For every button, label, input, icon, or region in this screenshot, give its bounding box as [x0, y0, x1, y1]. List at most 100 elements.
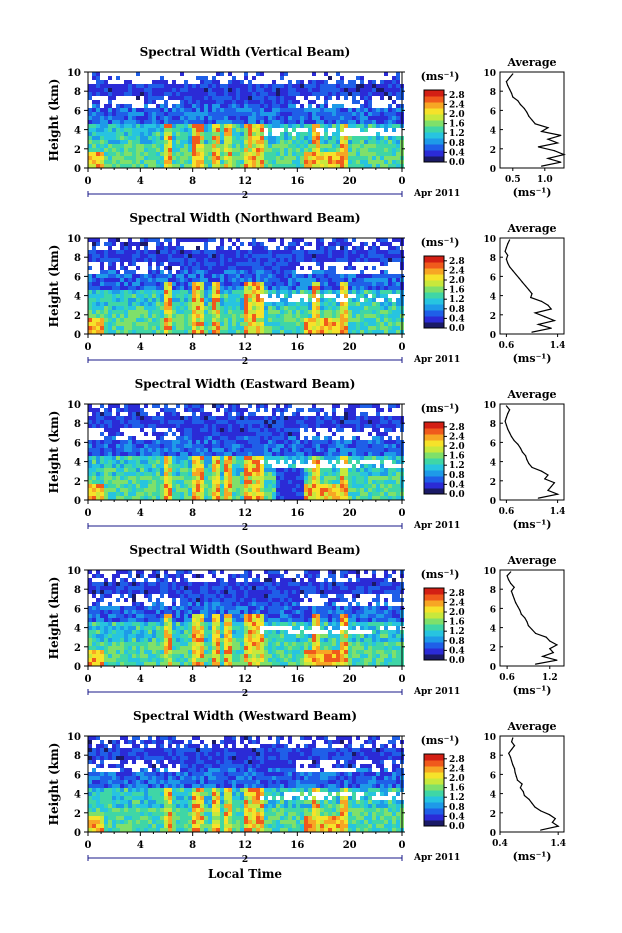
- average-profile-point: [507, 85, 508, 86]
- average-profile-point: [512, 270, 513, 271]
- y-tick-label: 10: [67, 234, 81, 245]
- colorbar-segment: [424, 256, 444, 263]
- colorbar: [424, 90, 444, 163]
- colorbar-tick-label: 1.2: [449, 627, 465, 637]
- colorbar-segment: [424, 120, 444, 127]
- y-tick-label: 10: [67, 400, 81, 411]
- colorbar-tick-label: 0.4: [449, 480, 465, 490]
- average-profile-point: [558, 826, 559, 827]
- average-profile-point: [520, 104, 521, 105]
- average-profile-point: [508, 753, 509, 754]
- average-profile-point: [551, 308, 552, 309]
- colorbar-tick-label: 0.4: [449, 812, 465, 822]
- x-tick-label: 0: [399, 342, 406, 353]
- colorbar-segment: [424, 796, 444, 803]
- average-profile-point: [551, 328, 552, 329]
- colorbar-tick-label: 2.0: [449, 110, 465, 120]
- x-tick-label: 16: [290, 674, 304, 685]
- y-tick-label: 8: [74, 87, 81, 98]
- average-profile-point: [528, 116, 529, 117]
- y-axis-label: Height (km): [47, 411, 61, 494]
- average-profile-point: [507, 575, 508, 576]
- y-tick-label: 0: [74, 496, 81, 507]
- colorbar-segment: [424, 452, 444, 459]
- average-profile-point: [531, 803, 532, 804]
- x-tick-label: 16: [290, 342, 304, 353]
- average-profile-point: [560, 162, 561, 163]
- average-x-tick-label: 0.4: [492, 839, 508, 849]
- heatmap: [88, 238, 404, 334]
- average-profile-point: [544, 316, 545, 317]
- y-tick-label: 8: [74, 253, 81, 264]
- average-frame: [500, 404, 564, 500]
- average-y-tick-label: 6: [490, 605, 496, 615]
- y-tick-label: 2: [74, 145, 81, 156]
- colorbar-tick-label: 1.6: [449, 120, 465, 130]
- colorbar-segment: [424, 778, 444, 785]
- average-profile-point: [515, 602, 516, 603]
- day-label: 2: [242, 855, 248, 865]
- average-profile-point: [546, 637, 547, 638]
- average-y-tick-label: 6: [490, 771, 496, 781]
- panel-1: Spectral Width (Vertical Beam)0246810Hei…: [47, 45, 565, 201]
- average-y-tick-label: 6: [490, 439, 496, 449]
- average-profile-point: [554, 150, 555, 151]
- average-frame: [500, 238, 564, 334]
- y-tick-label: 4: [74, 624, 81, 635]
- average-profile-point: [524, 617, 525, 618]
- average-y-tick-label: 0: [490, 165, 496, 175]
- average-profile-point: [547, 305, 548, 306]
- average-y-tick-label: 8: [490, 420, 496, 430]
- average-y-tick-label: 2: [490, 146, 496, 156]
- average-x-tick-label: 0.6: [499, 673, 515, 683]
- average-profile-point: [541, 471, 542, 472]
- y-tick-label: 4: [74, 292, 81, 303]
- average-profile-point: [551, 486, 552, 487]
- colorbar-segment: [424, 440, 444, 447]
- average-profile-point: [540, 810, 541, 811]
- average-profile-point: [505, 251, 506, 252]
- x-tick-label: 12: [238, 840, 252, 851]
- average-x-tick-label: 0.6: [499, 341, 515, 351]
- colorbar-segment: [424, 274, 444, 281]
- day-label: 2: [242, 357, 248, 367]
- colorbar-segment: [424, 470, 444, 477]
- y-tick-label: 8: [74, 585, 81, 596]
- colorbar-tick-label: 0.8: [449, 471, 465, 481]
- date-label: Apr 2011: [413, 687, 460, 697]
- average-y-tick-label: 6: [490, 107, 496, 117]
- panel-title: Spectral Width (Eastward Beam): [135, 377, 356, 391]
- average-profile-point: [506, 81, 507, 82]
- colorbar-unit: (ms⁻¹): [421, 402, 460, 415]
- average-profile-point: [510, 571, 511, 572]
- panel-3: Spectral Width (Eastward Beam)0246810Hei…: [47, 377, 565, 533]
- average-y-tick-label: 2: [490, 810, 496, 820]
- average-profile-point: [506, 247, 507, 248]
- y-tick-label: 8: [74, 751, 81, 762]
- colorbar: [424, 422, 444, 495]
- average-profile-point: [531, 293, 532, 294]
- y-tick-label: 0: [74, 828, 81, 839]
- y-tick-label: 0: [74, 662, 81, 673]
- average-profile-point: [556, 644, 557, 645]
- colorbar-segment: [424, 618, 444, 625]
- colorbar-segment: [424, 760, 444, 767]
- colorbar-segment: [424, 102, 444, 109]
- colorbar-segment: [424, 138, 444, 145]
- colorbar-tick-label: 2.0: [449, 276, 465, 286]
- day-label: 2: [242, 689, 248, 699]
- average-profile-point: [531, 119, 532, 120]
- average-profile-point: [538, 497, 539, 498]
- average-title: Average: [506, 554, 556, 567]
- average-y-tick-label: 4: [490, 625, 496, 635]
- x-tick-label: 8: [189, 342, 196, 353]
- average-profile-point: [549, 814, 550, 815]
- average-profile-point: [512, 764, 513, 765]
- colorbar-tick-label: 0.8: [449, 305, 465, 315]
- average-profile-point: [522, 282, 523, 283]
- average-profile-point: [534, 806, 535, 807]
- x-tick-label: 8: [189, 840, 196, 851]
- average-profile-point: [520, 448, 521, 449]
- x-tick-label: 16: [290, 176, 304, 187]
